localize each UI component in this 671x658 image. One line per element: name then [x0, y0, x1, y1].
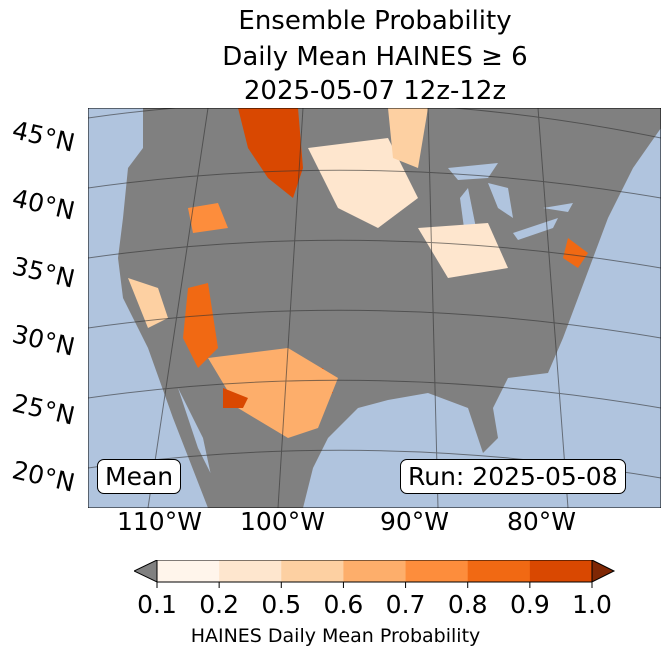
lon-label: 80°W [507, 507, 577, 536]
lat-label: 45°N [9, 115, 78, 158]
colorbar-segment [157, 560, 220, 582]
colorbar-tick-label: 0.1 [137, 590, 177, 619]
colorbar-segment [343, 560, 407, 582]
lat-label: 20°N [9, 455, 78, 498]
lat-label: 40°N [9, 183, 78, 226]
lon-label: 110°W [117, 507, 202, 536]
lat-label: 35°N [9, 251, 78, 294]
lon-label: 90°W [380, 507, 450, 536]
title-line-3: 2025-05-07 12z-12z [243, 76, 507, 106]
title-line-2: Daily Mean HAINES ≥ 6 [222, 42, 528, 72]
colorbar-tick-label: 0.7 [385, 590, 426, 619]
colorbar-tick-label: 0.9 [509, 590, 550, 619]
lon-label: 100°W [240, 507, 325, 536]
run-date-box: Run: 2025-05-08 [400, 459, 626, 494]
lat-label: 25°N [9, 388, 78, 431]
colorbar-segment [405, 560, 469, 582]
colorbar-tick-label: 0.2 [199, 590, 240, 619]
colorbar-tick-label: 0.8 [447, 590, 488, 619]
mean-label-box: Mean [97, 459, 182, 494]
colorbar-tick-label: 0.6 [323, 590, 364, 619]
colorbar-segment [219, 560, 282, 582]
colorbar-segment [467, 560, 531, 582]
colorbar-segment [529, 560, 593, 582]
colorbar [134, 560, 616, 588]
colorbar-label: HAINES Daily Mean Probability [190, 625, 481, 647]
colorbar-segment [281, 560, 344, 582]
lat-label: 30°N [9, 319, 78, 362]
colorbar-tick-label: 1.0 [572, 590, 612, 619]
colorbar-over-arrow [591, 560, 616, 583]
map [88, 108, 661, 508]
colorbar-tick-label: 0.5 [261, 590, 302, 619]
colorbar-under-arrow [134, 560, 158, 583]
title-line-1: Ensemble Probability [238, 6, 512, 36]
